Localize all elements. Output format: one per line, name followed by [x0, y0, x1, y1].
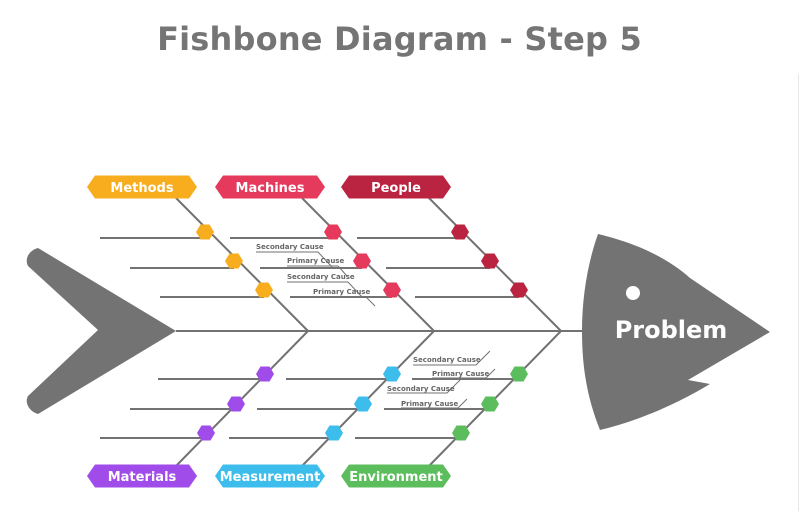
- machines-primary-cause-1: Primary Cause: [287, 257, 344, 265]
- machines-cause-node: [353, 253, 371, 269]
- category-badge-measurement: [215, 464, 325, 488]
- machines-secondary-cause-1: Secondary Cause: [256, 243, 324, 251]
- leader-environment-primary-2: [401, 398, 468, 409]
- materials-cause-node: [256, 366, 274, 382]
- fish-head: [582, 234, 770, 430]
- category-badge-machines: [215, 175, 325, 199]
- category-badge-methods: [87, 175, 197, 199]
- leader-environment-secondary-2: [387, 378, 462, 394]
- environment-cause-node: [481, 396, 499, 412]
- category-label-people: People: [371, 181, 421, 196]
- category-badge-environment: [341, 464, 451, 488]
- people-cause-node: [510, 282, 528, 298]
- environment-secondary-cause-2: Secondary Cause: [387, 385, 455, 393]
- environment-primary-cause-2: Primary Cause: [401, 400, 458, 408]
- methods-cause-node: [255, 282, 273, 298]
- measurement-cause-node: [354, 396, 372, 412]
- category-label-measurement: Measurement: [220, 470, 321, 485]
- category-badge-materials: [87, 464, 197, 488]
- measurement-cause-node: [325, 425, 343, 441]
- leader-machines-secondary-2: [287, 281, 363, 298]
- people-cause-node: [451, 224, 469, 240]
- cause-lines-bottom: [100, 378, 519, 439]
- environment-secondary-cause-1: Secondary Cause: [413, 356, 481, 364]
- environment-cause-node: [452, 425, 470, 441]
- materials-cause-node: [227, 396, 245, 412]
- measurement-cause-node: [383, 366, 401, 382]
- cause-lines-top: [100, 237, 519, 298]
- people-cause-node: [481, 253, 499, 269]
- materials-cause-node: [197, 425, 215, 441]
- methods-cause-node: [196, 224, 214, 240]
- leader-environment-secondary-1: [413, 350, 491, 366]
- category-badge-people: [341, 175, 451, 199]
- category-label-methods: Methods: [110, 181, 173, 196]
- machines-primary-cause-2: Primary Cause: [313, 288, 370, 296]
- machines-secondary-cause-2: Secondary Cause: [287, 273, 355, 281]
- fish-eye: [626, 286, 640, 300]
- machines-cause-node: [324, 224, 342, 240]
- hex-nodes: [196, 224, 528, 441]
- category-label-materials: Materials: [108, 470, 177, 485]
- diagram-title: Fishbone Diagram - Step 5: [157, 20, 642, 58]
- category-label-machines: Machines: [236, 181, 305, 196]
- category-labels: Methods Machines People Materials Measuremen…: [87, 175, 451, 488]
- leader-environment-primary-1: [432, 368, 496, 379]
- annotation-leaders: [256, 251, 496, 409]
- bone-methods: [175, 197, 309, 332]
- fish-tail: [26, 248, 176, 414]
- problem-label: Problem: [615, 316, 728, 344]
- environment-primary-cause-1: Primary Cause: [432, 370, 489, 378]
- bone-materials: [175, 330, 309, 467]
- machines-cause-node: [383, 282, 401, 298]
- leader-machines-primary-2: [313, 296, 376, 307]
- methods-cause-node: [225, 253, 243, 269]
- leader-machines-primary-1: [287, 265, 348, 277]
- annotation-labels: Secondary Cause Primary Cause Secondary …: [256, 243, 489, 408]
- category-label-environment: Environment: [349, 470, 443, 485]
- leader-machines-secondary-1: [256, 251, 333, 268]
- environment-cause-node: [510, 366, 528, 382]
